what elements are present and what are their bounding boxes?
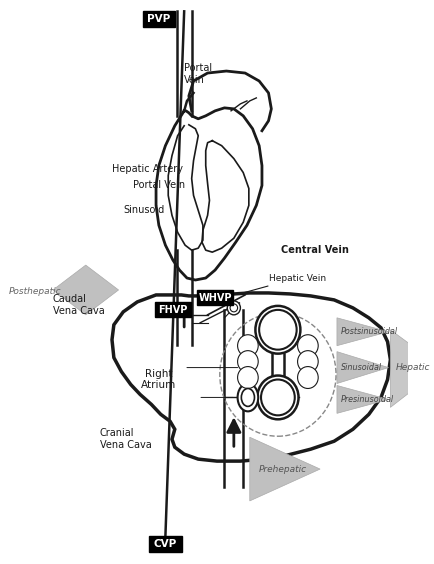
- Polygon shape: [112, 293, 390, 461]
- Text: Right
Atrium: Right Atrium: [141, 369, 177, 390]
- Text: Central Vein: Central Vein: [281, 245, 349, 255]
- Text: Hepatic: Hepatic: [396, 363, 431, 372]
- Text: PVP: PVP: [147, 14, 171, 24]
- Circle shape: [237, 367, 258, 389]
- Circle shape: [298, 367, 318, 389]
- Text: Sinusoidal: Sinusoidal: [341, 363, 382, 372]
- Ellipse shape: [237, 384, 258, 411]
- Text: Hepatic Artery: Hepatic Artery: [112, 164, 183, 174]
- FancyBboxPatch shape: [148, 536, 182, 552]
- Circle shape: [257, 376, 299, 419]
- Text: Presinusoidal: Presinusoidal: [341, 395, 394, 404]
- Polygon shape: [337, 318, 388, 346]
- Circle shape: [237, 351, 258, 373]
- Text: WHVP: WHVP: [198, 293, 232, 303]
- Text: Hepatic Vein: Hepatic Vein: [238, 274, 326, 294]
- Text: CVP: CVP: [154, 539, 177, 549]
- Circle shape: [227, 301, 240, 315]
- Circle shape: [298, 335, 318, 356]
- FancyBboxPatch shape: [155, 302, 191, 317]
- Circle shape: [237, 335, 258, 356]
- Text: Posthepatic: Posthepatic: [9, 288, 62, 297]
- Polygon shape: [337, 352, 388, 384]
- Circle shape: [255, 306, 300, 354]
- Text: Cranial
Vena Cava: Cranial Vena Cava: [100, 429, 151, 450]
- Text: Sinusoid: Sinusoid: [123, 205, 164, 215]
- Polygon shape: [53, 265, 118, 315]
- Text: FHVP: FHVP: [158, 305, 187, 315]
- Text: Caudal
Vena Cava: Caudal Vena Cava: [53, 294, 105, 316]
- FancyBboxPatch shape: [143, 11, 175, 27]
- Polygon shape: [337, 385, 388, 413]
- Text: Postsinusoidal: Postsinusoidal: [341, 327, 398, 336]
- Polygon shape: [250, 437, 320, 501]
- Polygon shape: [390, 330, 434, 407]
- Text: Portal
Vein: Portal Vein: [184, 63, 212, 85]
- Text: Portal Vein: Portal Vein: [133, 180, 185, 191]
- Text: Prehepatic: Prehepatic: [259, 465, 307, 474]
- FancyBboxPatch shape: [197, 290, 233, 305]
- Circle shape: [298, 351, 318, 373]
